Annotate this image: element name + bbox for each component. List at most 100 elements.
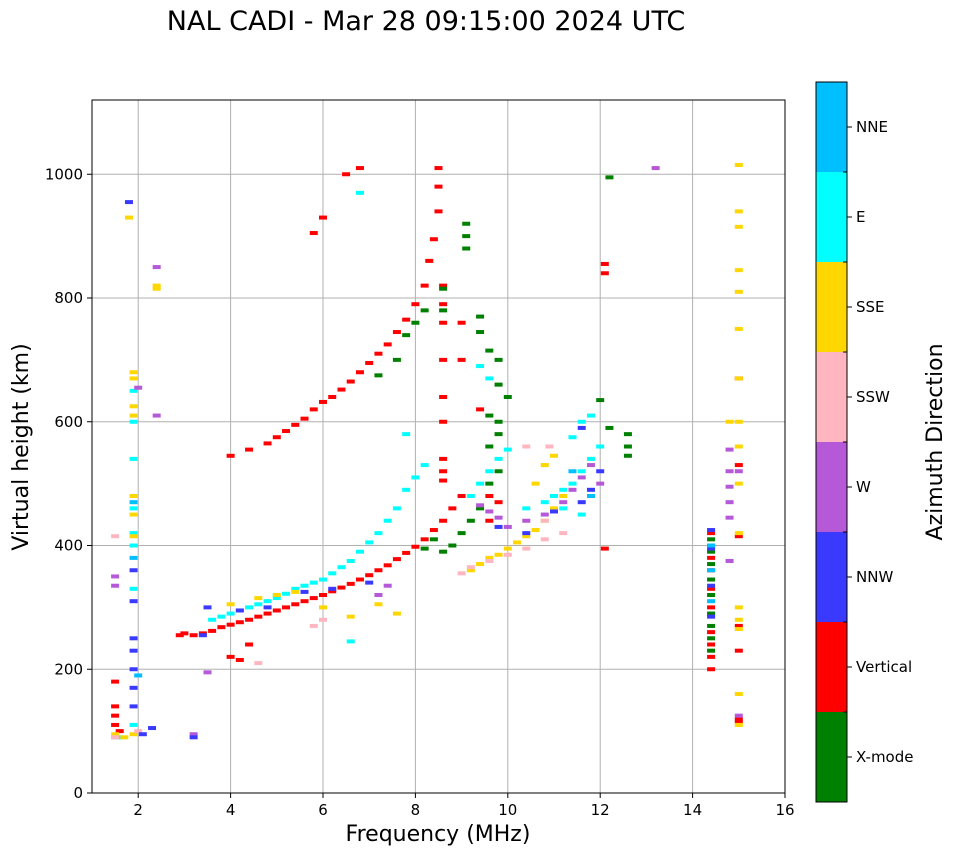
echo-point-vertical <box>734 716 743 721</box>
echo-point-sse <box>124 215 133 220</box>
echo-point-sse <box>129 534 138 539</box>
echo-point-sse <box>129 732 138 737</box>
echo-point-ssw <box>545 444 554 449</box>
chart-title: NAL CADI - Mar 28 09:15:00 2024 UTC <box>166 6 686 37</box>
echo-point-vertical <box>342 172 351 177</box>
echo-point-w <box>134 385 143 390</box>
echo-point-sse <box>503 546 512 551</box>
echo-point-nne <box>129 500 138 505</box>
echo-point-e <box>411 475 420 480</box>
echo-point-vertical <box>707 630 716 635</box>
echo-point-sse <box>550 453 558 458</box>
echo-point-nnw <box>494 524 503 529</box>
colorbar-label: SSW <box>856 388 890 406</box>
echo-point-sse <box>734 268 743 273</box>
colorbar-label: NNE <box>856 118 888 136</box>
echo-point-e <box>577 419 586 424</box>
echo-point-x-mode <box>420 308 429 313</box>
echo-point-w <box>725 558 734 563</box>
echo-point-e <box>485 376 494 381</box>
x-tick-label: 6 <box>318 801 328 819</box>
echo-point-nnw <box>148 726 157 731</box>
echo-point-w <box>203 670 212 675</box>
echo-point-sse <box>522 534 531 539</box>
y-tick-label: 800 <box>54 289 83 307</box>
echo-point-e <box>208 617 217 622</box>
echo-point-sse <box>734 481 743 486</box>
x-tick-label: 4 <box>226 801 236 819</box>
echo-point-ssw <box>111 534 120 539</box>
echo-point-w <box>725 484 734 489</box>
y-tick-label: 600 <box>54 413 83 431</box>
echo-point-nnw <box>129 599 138 604</box>
echo-point-sse <box>734 224 743 229</box>
echo-point-sse <box>734 692 743 696</box>
echo-point-sse <box>129 376 138 381</box>
echo-point-x-mode <box>494 357 503 362</box>
echo-point-e <box>263 599 272 604</box>
echo-point-w <box>725 515 734 520</box>
echo-point-e <box>129 586 138 591</box>
echo-point-e <box>392 506 401 511</box>
echo-point-vertical <box>439 357 448 362</box>
echo-point-w <box>586 463 595 468</box>
echo-point-x-mode <box>485 348 494 353</box>
echo-point-sse <box>466 568 475 573</box>
echo-point-sse <box>734 419 743 424</box>
colorbar-segment <box>816 352 847 442</box>
echo-point-w <box>476 503 485 508</box>
echo-point-vertical <box>420 537 429 542</box>
echo-point-e <box>596 444 605 449</box>
echo-point-e <box>540 500 549 505</box>
echo-point-sse <box>152 286 161 291</box>
echo-point-vertical <box>337 387 346 392</box>
echo-point-nnw <box>129 568 138 573</box>
echo-point-e <box>226 611 235 616</box>
echo-point-w <box>111 583 120 588</box>
echo-point-vertical <box>448 506 457 511</box>
echo-point-w <box>152 265 161 270</box>
echo-point-x-mode <box>494 432 503 437</box>
echo-point-vertical <box>434 209 443 214</box>
echo-point-ssw <box>522 546 531 551</box>
echo-point-nnw <box>577 425 586 430</box>
echo-point-x-mode <box>420 546 429 551</box>
plot-frame <box>91 99 786 794</box>
echo-point-sse <box>494 552 503 557</box>
echo-point-sse <box>559 494 568 498</box>
echo-point-x-mode <box>466 518 475 523</box>
echo-point-w <box>559 500 568 505</box>
echo-point-sse <box>120 735 129 740</box>
echo-point-vertical <box>300 416 309 421</box>
echo-point-vertical <box>420 283 429 288</box>
echo-point-nnw <box>138 732 147 737</box>
echo-point-e <box>586 413 595 418</box>
echo-point-vertical <box>245 447 254 452</box>
echo-point-x-mode <box>476 314 485 319</box>
echo-point-sse <box>734 627 743 632</box>
echo-point-sse <box>129 494 138 498</box>
echo-point-vertical <box>245 642 254 647</box>
echo-point-vertical <box>309 407 318 412</box>
echo-point-x-mode <box>596 398 605 403</box>
echo-point-nnw <box>522 531 531 536</box>
colorbar-label: SSE <box>856 298 885 316</box>
echo-point-sse <box>272 593 281 597</box>
echo-point-w <box>651 166 660 171</box>
echo-point-nnw <box>235 608 244 613</box>
echo-point-e <box>374 531 383 536</box>
echo-point-vertical <box>411 302 420 307</box>
echo-point-vertical <box>402 317 411 322</box>
echo-point-x-mode <box>485 413 494 418</box>
echo-point-x-mode <box>476 330 485 335</box>
echo-point-x-mode <box>457 531 466 536</box>
echo-point-x-mode <box>623 453 632 458</box>
echo-point-x-mode <box>462 234 471 239</box>
echo-point-ssw <box>540 518 549 523</box>
echo-point-x-mode <box>503 395 512 399</box>
echo-point-sse <box>291 589 300 594</box>
echo-point-nnw <box>550 509 558 514</box>
y-tick-label: 400 <box>54 537 83 555</box>
echo-point-vertical <box>439 320 448 325</box>
echo-point-sse <box>485 555 494 560</box>
